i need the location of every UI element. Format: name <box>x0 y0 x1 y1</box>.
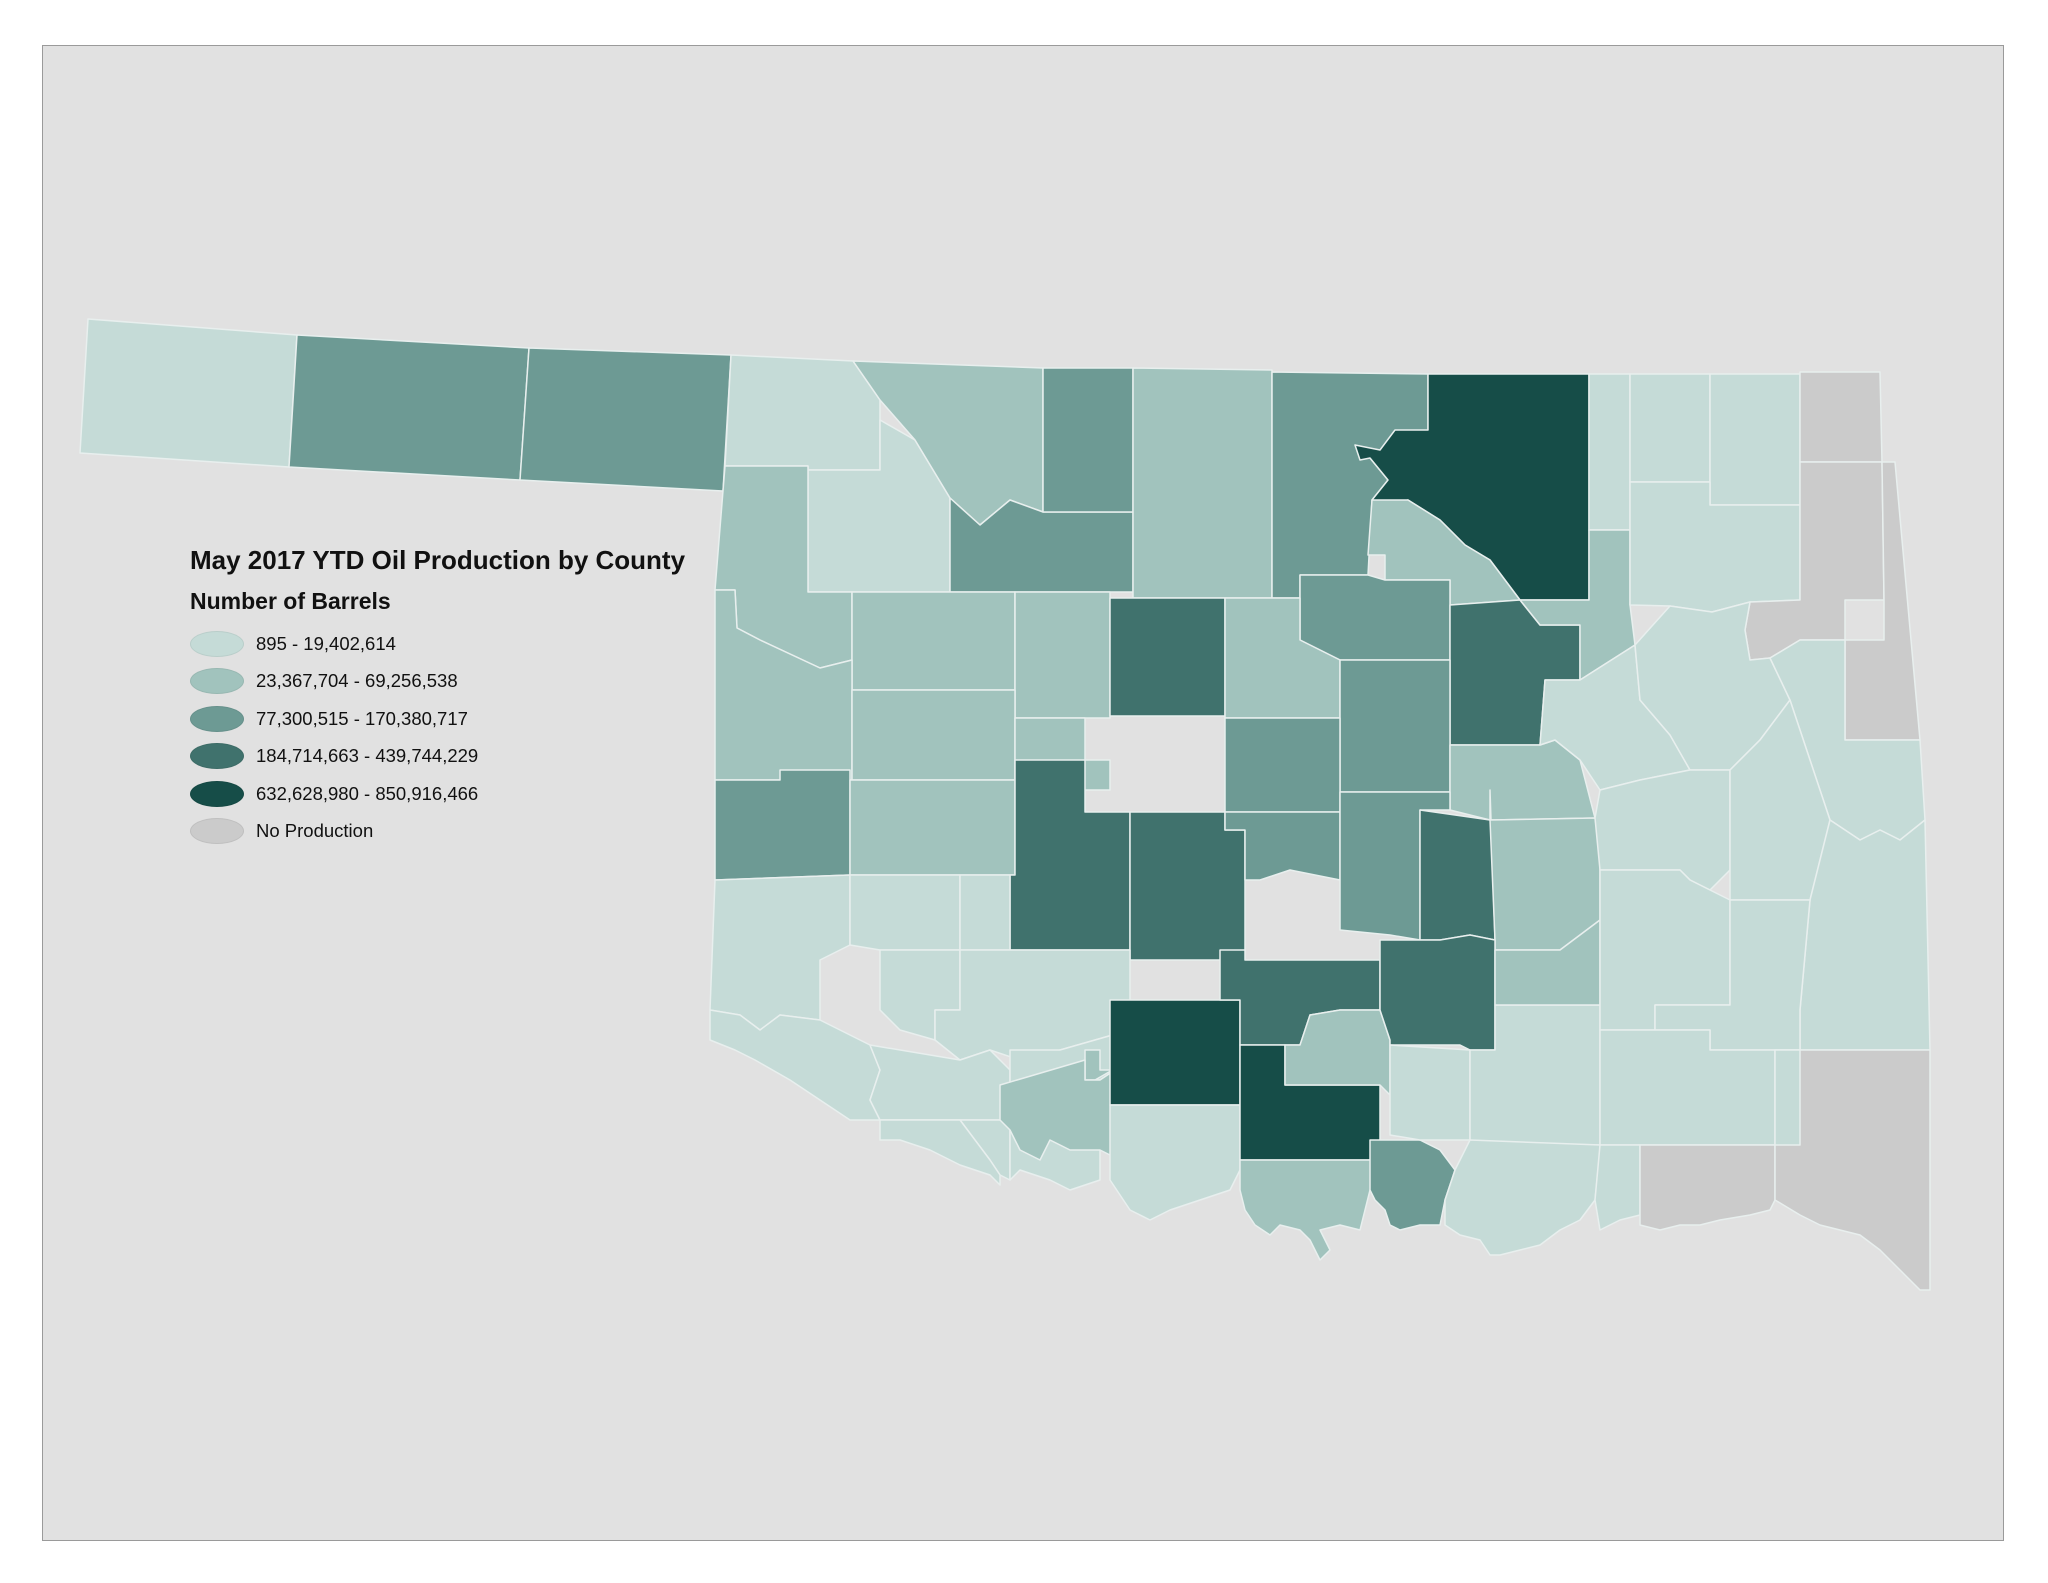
county[interactable] <box>849 779 1016 876</box>
county[interactable] <box>1109 597 1226 717</box>
county[interactable] <box>1299 574 1451 661</box>
county[interactable] <box>1009 759 1131 951</box>
legend-title: May 2017 YTD Oil Production by County <box>190 545 686 575</box>
county[interactable] <box>724 354 881 471</box>
county[interactable] <box>1224 717 1341 813</box>
county[interactable] <box>1014 591 1111 719</box>
county[interactable] <box>1639 1144 1776 1231</box>
legend-label: No Production <box>256 820 374 842</box>
legend-swatch <box>190 743 244 770</box>
county[interactable] <box>1339 659 1451 793</box>
legend-swatch <box>190 668 244 695</box>
legend-label: 895 - 19,402,614 <box>256 632 396 654</box>
county[interactable] <box>1132 367 1273 599</box>
county[interactable] <box>959 874 1011 951</box>
legend-label: 77,300,515 - 170,380,717 <box>256 707 468 729</box>
county[interactable] <box>1588 373 1631 531</box>
county[interactable] <box>1389 1044 1471 1141</box>
legend-label: 632,628,980 - 850,916,466 <box>256 782 479 804</box>
county[interactable] <box>709 874 851 1031</box>
county[interactable] <box>934 949 1131 1061</box>
county[interactable] <box>849 874 961 951</box>
county[interactable] <box>1042 367 1134 513</box>
county[interactable] <box>1109 999 1241 1106</box>
legend-item: 632,628,980 - 850,916,466 <box>190 775 790 813</box>
legend-swatch <box>190 630 244 657</box>
county[interactable] <box>1379 934 1496 1051</box>
legend-subtitle: Number of Barrels <box>190 588 391 614</box>
legend-swatch <box>190 780 244 807</box>
county[interactable] <box>79 318 298 468</box>
county[interactable] <box>1799 371 1883 463</box>
legend-swatch <box>190 705 244 732</box>
legend-label: 184,714,663 - 439,744,229 <box>256 745 479 767</box>
county[interactable] <box>1444 1139 1601 1256</box>
county[interactable] <box>1594 1144 1641 1231</box>
county[interactable] <box>1489 817 1601 951</box>
legend-swatch <box>190 818 244 845</box>
county[interactable] <box>1774 1049 1801 1146</box>
county[interactable] <box>851 591 1016 691</box>
county[interactable] <box>288 334 530 481</box>
county[interactable] <box>869 1044 1011 1121</box>
legend-item: 77,300,515 - 170,380,717 <box>190 700 790 738</box>
county[interactable] <box>851 689 1016 781</box>
county[interactable] <box>1629 373 1711 483</box>
county[interactable] <box>1109 1104 1241 1221</box>
county[interactable] <box>879 1119 1001 1186</box>
county[interactable] <box>1369 1139 1456 1231</box>
legend-rows: 895 - 19,402,614 23,367,704 - 69,256,538… <box>190 625 790 850</box>
legend-item: 184,714,663 - 439,744,229 <box>190 738 790 776</box>
map-legend: May 2017 YTD Oil Production by County Nu… <box>190 545 790 850</box>
legend-item: 895 - 19,402,614 <box>190 625 790 663</box>
legend-item: 23,367,704 - 69,256,538 <box>190 663 790 701</box>
legend-item: No Production <box>190 813 790 851</box>
county[interactable] <box>1774 1049 1931 1291</box>
county[interactable] <box>1519 529 1636 681</box>
county[interactable] <box>709 1009 881 1121</box>
county[interactable] <box>1709 373 1801 506</box>
county[interactable] <box>1129 811 1246 961</box>
legend-label: 23,367,704 - 69,256,538 <box>256 670 458 692</box>
county[interactable] <box>1239 1159 1381 1261</box>
county[interactable] <box>519 347 732 492</box>
